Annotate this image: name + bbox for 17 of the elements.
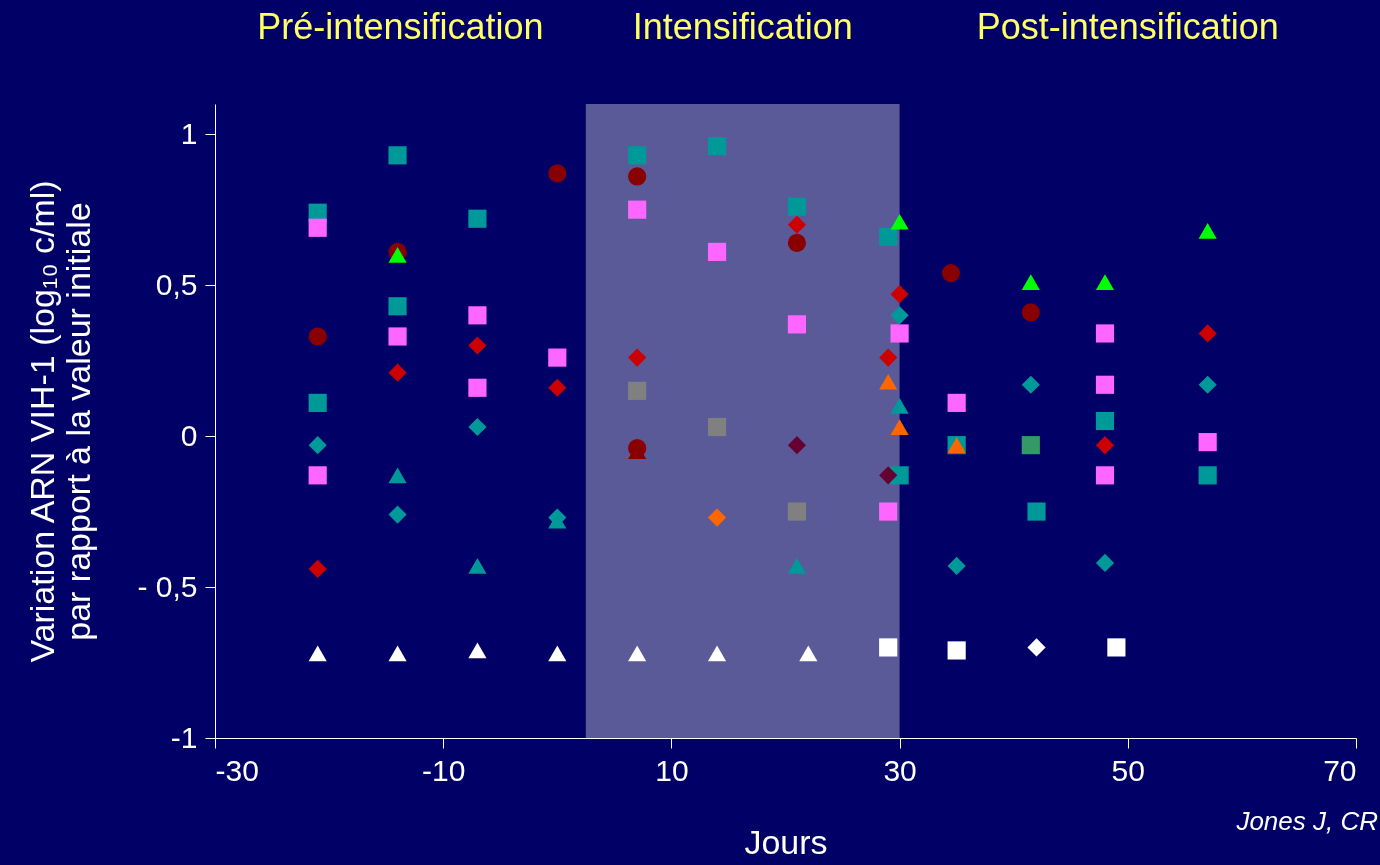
x-tick-label: 50 <box>1111 753 1145 787</box>
y-tick-label: 1 <box>180 116 198 150</box>
y-tick-label: 0 <box>180 418 198 452</box>
y-tick-label: - 0,5 <box>137 569 198 603</box>
y-axis-title: Variation ARN VIH-1 (log₁₀ c/ml) par rapport à la valeur initiale <box>23 180 98 663</box>
y-tick-label: -1 <box>170 720 198 754</box>
x-axis-title: Jours <box>744 822 828 861</box>
x-tick-label: -10 <box>422 753 466 787</box>
text: Post-intensification <box>976 6 1279 47</box>
text: Jones J, CR <box>1235 806 1378 836</box>
text: Intensification <box>632 6 853 47</box>
x-tick-label: 70 <box>1323 753 1357 787</box>
text: Pré-intensification <box>257 6 544 47</box>
x-tick-label: 30 <box>883 753 917 787</box>
x-tick-label: -30 <box>215 753 259 787</box>
y-tick-label: 0,5 <box>155 267 198 301</box>
x-tick-label: 10 <box>655 753 689 787</box>
